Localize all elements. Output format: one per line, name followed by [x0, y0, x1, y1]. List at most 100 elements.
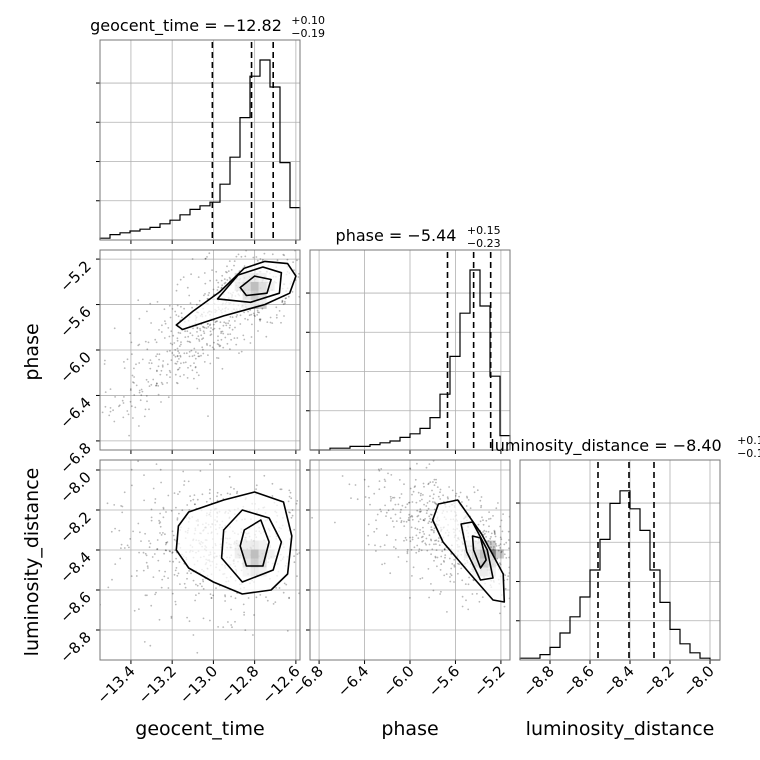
- pair-phase-vs-geocent-time-scatter-point: [176, 368, 179, 371]
- pair-luminosity-distance-vs-phase-scatter-point: [378, 480, 381, 482]
- pair-luminosity-distance-vs-phase-scatter-point: [446, 611, 448, 613]
- pair-luminosity-distance-vs-phase-scatter-point: [447, 497, 449, 500]
- pair-luminosity-distance-vs-phase-scatter-point: [495, 543, 497, 545]
- pair-phase-vs-geocent-time-scatter-point: [157, 365, 160, 368]
- hist-phase-title: phase = −5.44: [336, 226, 457, 245]
- pair-phase-vs-geocent-time-scatter-point: [284, 302, 286, 305]
- pair-luminosity-distance-vs-phase-scatter-point: [403, 539, 405, 542]
- pair-luminosity-distance-vs-geocent-time-scatter-point: [312, 556, 314, 558]
- pair-luminosity-distance-vs-phase-scatter-point: [503, 605, 506, 608]
- pair-luminosity-distance-vs-phase-scatter-point: [482, 519, 484, 522]
- pair-luminosity-distance-vs-phase-scatter-point: [430, 521, 433, 524]
- pair-phase-vs-geocent-time-scatter-point: [271, 253, 274, 256]
- pair-luminosity-distance-vs-geocent-time-scatter-point: [160, 586, 163, 589]
- pair-luminosity-distance-vs-phase-scatter-point: [457, 562, 459, 565]
- hist-luminosity-distance-x-tick-label: −8.0: [679, 662, 717, 700]
- pair-luminosity-distance-vs-geocent-time-scatter-point: [164, 549, 167, 551]
- pair-phase-vs-geocent-time-scatter-point: [169, 316, 172, 319]
- pair-luminosity-distance-vs-geocent-time-scatter-point: [209, 463, 212, 466]
- pair-luminosity-distance-vs-geocent-time-scatter-point: [120, 543, 123, 546]
- pair-luminosity-distance-vs-phase-scatter-point: [424, 542, 427, 545]
- pair-luminosity-distance-vs-geocent-time-x-tick-label: −13.0: [176, 662, 221, 707]
- pair-phase-vs-geocent-time-scatter-point: [271, 322, 274, 324]
- pair-phase-vs-geocent-time-scatter-point: [169, 342, 172, 345]
- pair-phase-vs-geocent-time-scatter-point: [222, 332, 225, 335]
- pair-phase-vs-geocent-time-scatter-point: [283, 300, 286, 303]
- pair-luminosity-distance-vs-geocent-time-scatter-point: [202, 578, 204, 581]
- hist-luminosity-distance-x-tick-label: −8.8: [519, 662, 557, 700]
- pair-luminosity-distance-vs-phase-scatter-point: [420, 492, 422, 495]
- pair-luminosity-distance-vs-phase-scatter-point: [515, 557, 517, 559]
- pair-luminosity-distance-vs-phase-scatter-point: [493, 531, 496, 533]
- pair-phase-vs-geocent-time-scatter-point: [311, 261, 313, 263]
- pair-luminosity-distance-vs-phase-scatter-point: [500, 538, 503, 541]
- pair-luminosity-distance-vs-phase-scatter-point: [390, 474, 393, 476]
- pair-luminosity-distance-vs-geocent-time-scatter-point: [332, 532, 334, 534]
- pair-luminosity-distance-vs-phase-scatter-point: [416, 509, 419, 512]
- pair-luminosity-distance-vs-geocent-time-scatter-point: [163, 552, 166, 555]
- pair-luminosity-distance-vs-geocent-time-scatter-point: [158, 569, 161, 572]
- pair-luminosity-distance-vs-phase-scatter-point: [449, 580, 452, 583]
- pair-phase-vs-geocent-time-scatter-point: [112, 409, 114, 412]
- pair-luminosity-distance-vs-phase-scatter-point: [485, 536, 487, 538]
- pair-luminosity-distance-vs-geocent-time-scatter-point: [314, 559, 316, 561]
- pair-phase-vs-geocent-time-scatter-point: [256, 309, 259, 312]
- pair-luminosity-distance-vs-geocent-time-scatter-point: [329, 543, 331, 545]
- pair-luminosity-distance-vs-phase-scatter-point: [489, 537, 492, 540]
- pair-luminosity-distance-vs-phase-scatter-point: [433, 527, 436, 530]
- pair-luminosity-distance-vs-phase-scatter-point: [506, 578, 509, 581]
- pair-luminosity-distance-vs-geocent-time-scatter-point: [139, 531, 141, 534]
- pair-phase-vs-geocent-time-scatter-point: [291, 291, 294, 293]
- pair-phase-vs-geocent-time-scatter-point: [179, 354, 182, 357]
- pair-phase-vs-geocent-time-scatter-point: [226, 265, 228, 268]
- pair-luminosity-distance-vs-phase-scatter-point: [532, 576, 534, 578]
- pair-phase-vs-geocent-time-scatter-point: [286, 203, 288, 205]
- pair-phase-vs-geocent-time-scatter-point: [309, 239, 311, 241]
- pair-luminosity-distance-vs-phase-scatter-point: [488, 518, 490, 520]
- pair-luminosity-distance-vs-phase-scatter-point: [434, 555, 437, 558]
- pair-luminosity-distance-vs-phase-scatter-point: [499, 547, 502, 549]
- pair-luminosity-distance-vs-phase-scatter-point: [467, 583, 470, 586]
- pair-luminosity-distance-vs-phase-scatter-point: [421, 577, 424, 579]
- pair-phase-vs-geocent-time-scatter-point: [256, 314, 259, 316]
- pair-phase-vs-geocent-time-scatter-point: [163, 308, 166, 311]
- pair-phase-vs-geocent-time-scatter-point: [179, 278, 182, 281]
- pair-luminosity-distance-vs-geocent-time-scatter-point: [162, 506, 165, 509]
- pair-phase-vs-geocent-time-scatter-point: [190, 273, 193, 276]
- pair-luminosity-distance-vs-phase-scatter-point: [393, 546, 395, 548]
- pair-phase-vs-geocent-time-scatter-point: [169, 350, 171, 352]
- pair-phase-vs-geocent-time-scatter-point: [180, 312, 183, 315]
- pair-phase-vs-geocent-time-scatter-point: [180, 343, 182, 346]
- pair-phase-vs-geocent-time-scatter-point: [235, 315, 238, 318]
- pair-luminosity-distance-vs-geocent-time-scatter-point: [126, 544, 129, 547]
- pair-phase-vs-geocent-time-scatter-point: [212, 288, 215, 291]
- pair-luminosity-distance-vs-phase-scatter-point: [369, 405, 371, 407]
- pair-luminosity-distance-vs-geocent-time-scatter-point: [158, 618, 161, 621]
- pair-luminosity-distance-vs-phase-scatter-point: [439, 491, 441, 494]
- pair-phase-vs-geocent-time-scatter-point: [303, 236, 305, 238]
- pair-luminosity-distance-vs-phase-scatter-point: [458, 563, 460, 566]
- pair-phase-vs-geocent-time-scatter-point: [221, 274, 224, 277]
- pair-luminosity-distance-vs-geocent-time-scatter-point: [145, 554, 148, 557]
- pair-luminosity-distance-vs-geocent-time-scatter-point: [252, 634, 254, 636]
- pair-phase-vs-geocent-time-scatter-point: [206, 323, 209, 325]
- pair-luminosity-distance-vs-geocent-time-scatter-point: [186, 572, 189, 575]
- pair-luminosity-distance-vs-phase-density-cell: [495, 549, 504, 559]
- pair-luminosity-distance-vs-geocent-time-scatter-point: [106, 502, 109, 505]
- pair-luminosity-distance-vs-geocent-time-scatter-point: [339, 547, 341, 549]
- pair-luminosity-distance-vs-geocent-time-scatter-point: [161, 578, 164, 581]
- pair-luminosity-distance-vs-geocent-time-scatter-point: [290, 497, 293, 500]
- pair-luminosity-distance-vs-phase-scatter-point: [379, 508, 382, 511]
- pair-luminosity-distance-vs-phase-scatter-point: [513, 582, 515, 584]
- pair-phase-vs-geocent-time-scatter-point: [161, 383, 164, 386]
- pair-luminosity-distance-vs-geocent-time-scatter-point: [187, 480, 190, 483]
- pair-luminosity-distance-vs-phase-scatter-point: [422, 482, 425, 485]
- pair-luminosity-distance-vs-geocent-time-scatter-point: [338, 592, 340, 594]
- pair-phase-vs-geocent-time-scatter-point: [236, 314, 239, 316]
- hist-luminosity-distance-frame: [519, 459, 721, 661]
- pair-luminosity-distance-vs-phase-scatter-point: [443, 574, 446, 577]
- pair-luminosity-distance-vs-phase-scatter-point: [423, 533, 426, 535]
- pair-luminosity-distance-vs-phase-scatter-point: [367, 485, 370, 488]
- pair-luminosity-distance-vs-geocent-time-scatter-point: [167, 494, 170, 497]
- pair-luminosity-distance-vs-geocent-time-scatter-point: [87, 546, 89, 548]
